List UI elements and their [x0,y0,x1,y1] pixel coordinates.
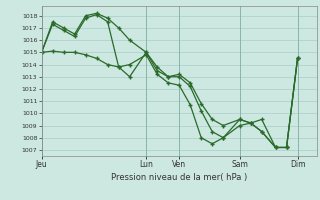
X-axis label: Pression niveau de la mer( hPa ): Pression niveau de la mer( hPa ) [111,173,247,182]
